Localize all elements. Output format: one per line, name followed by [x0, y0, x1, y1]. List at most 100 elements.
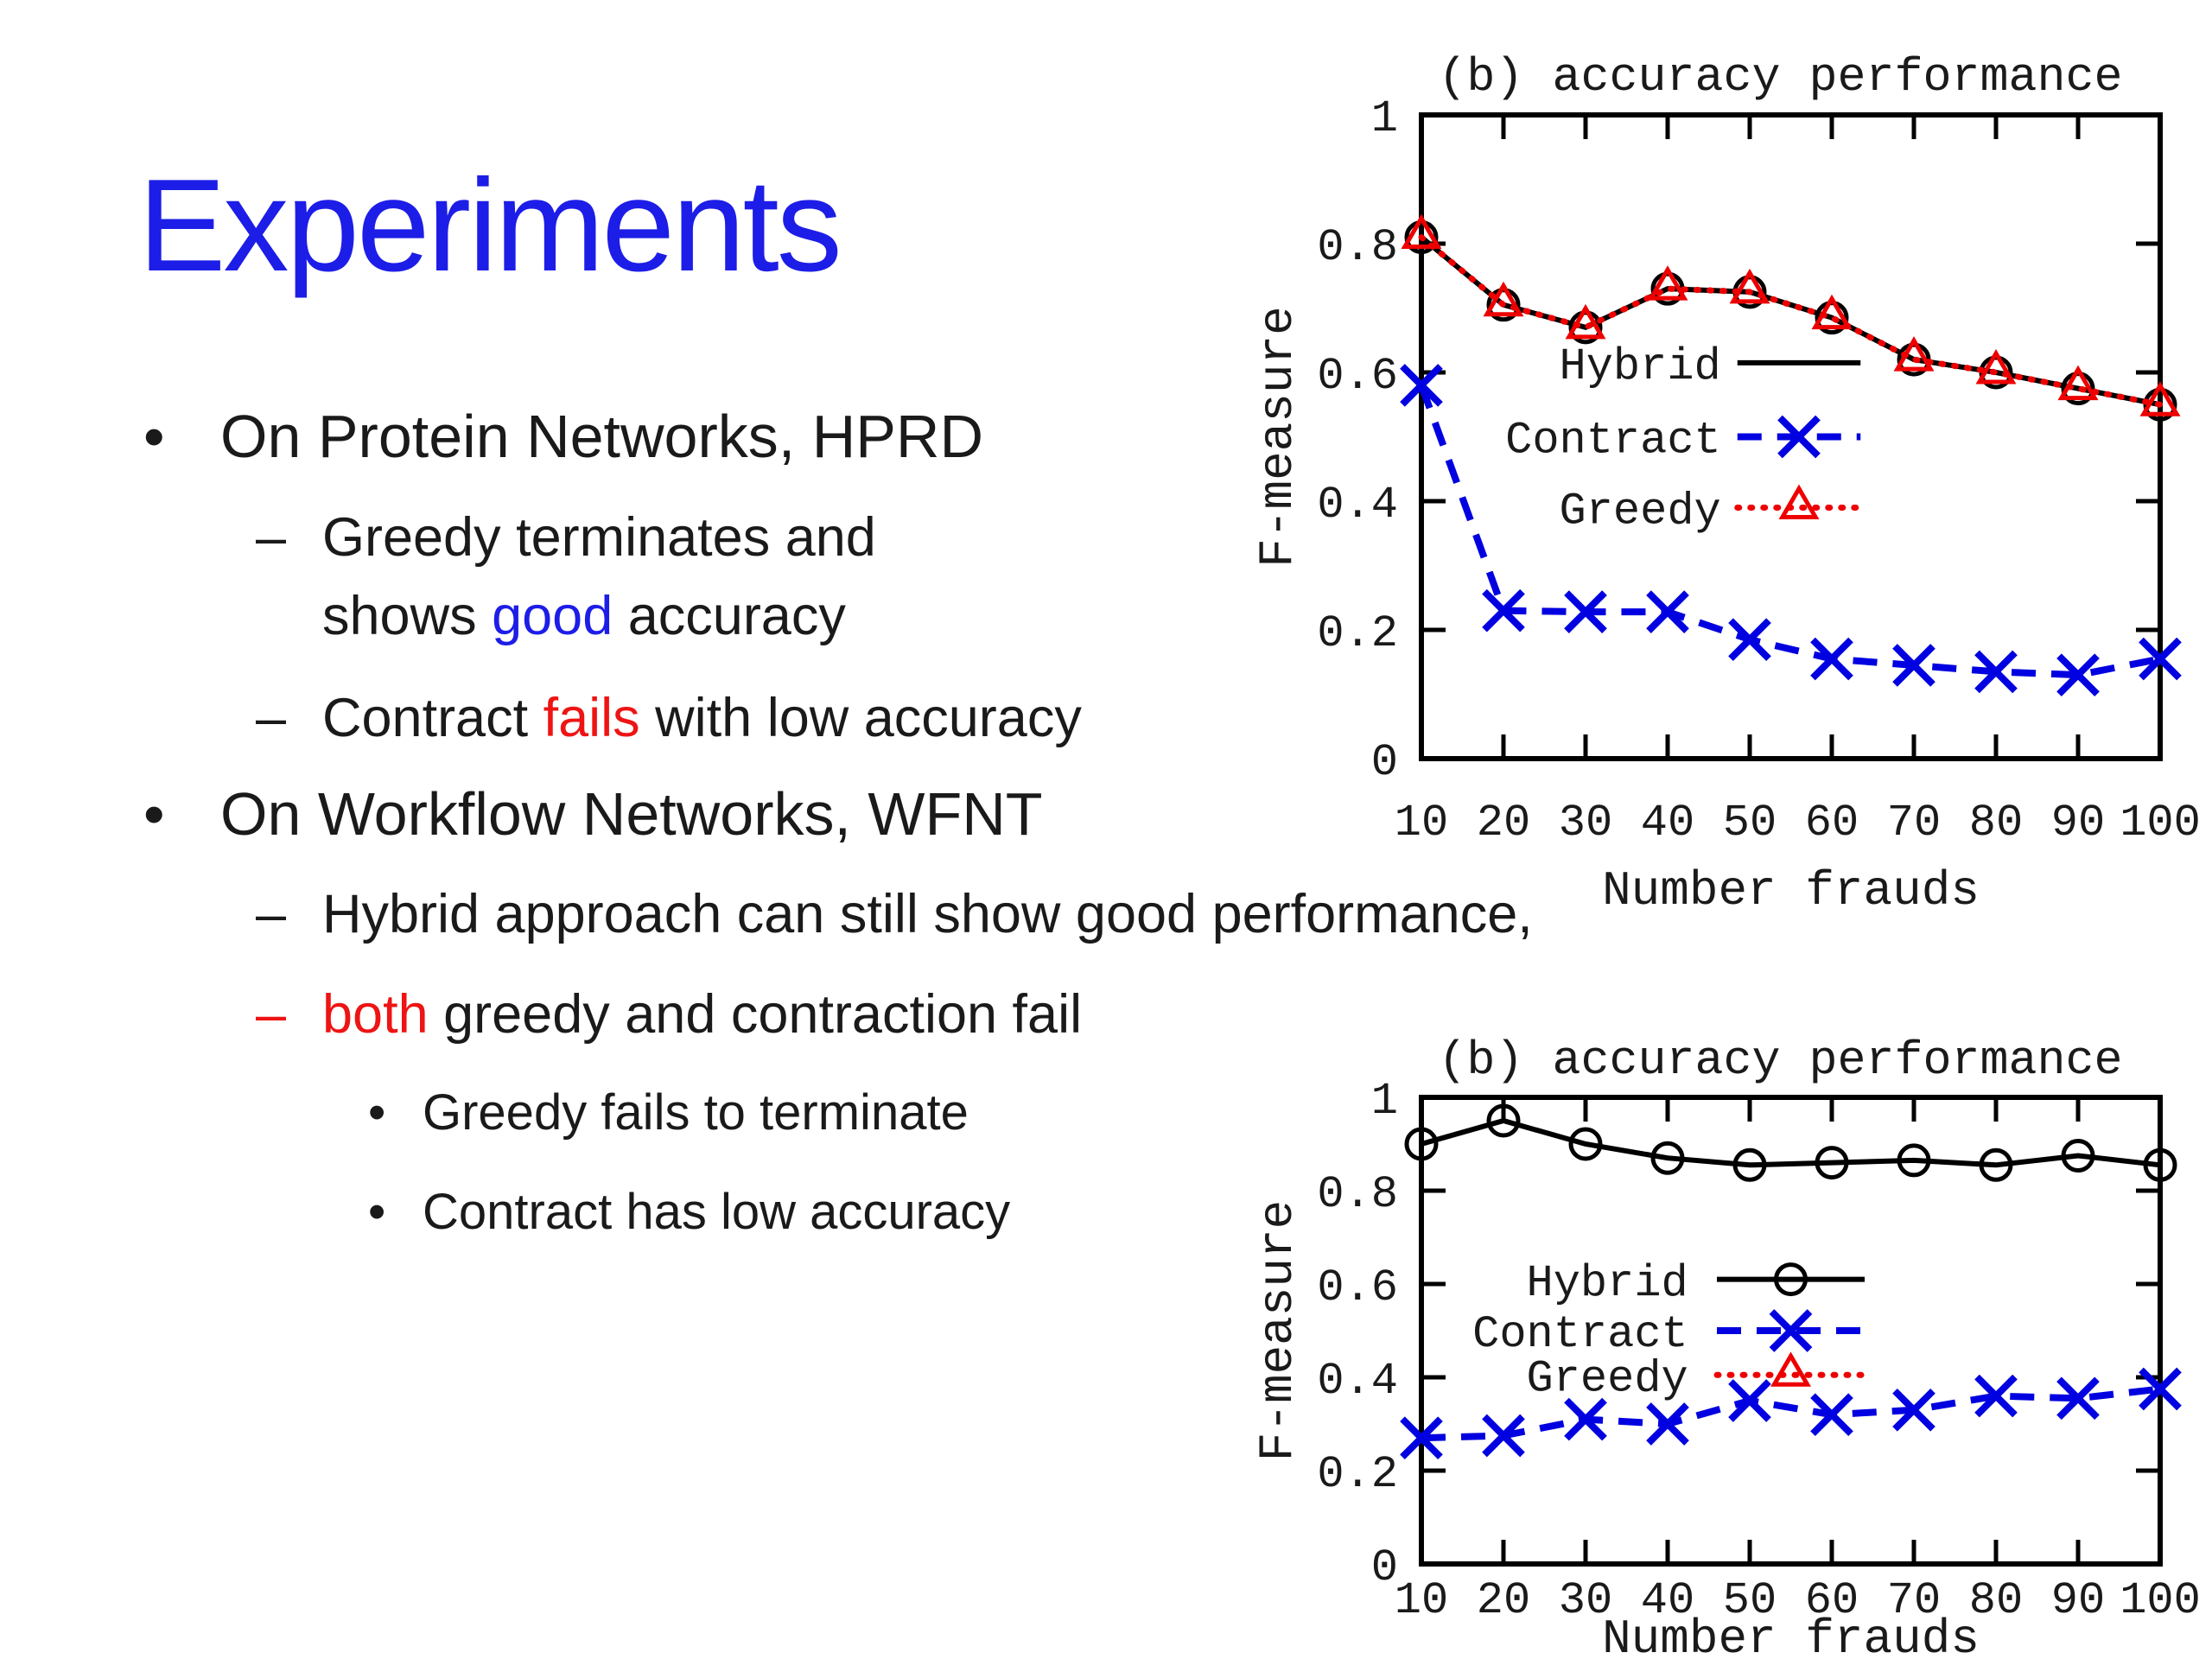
x-tick-label: 90 — [2051, 798, 2105, 849]
bullet-text: Contract has low accuracy — [423, 1183, 1010, 1241]
marker-contract — [1400, 1416, 1443, 1460]
bullet-line: – Greedy terminates and — [0, 506, 2212, 588]
dash-bullet-marker: – — [256, 883, 287, 944]
marker-greedy — [1729, 268, 1770, 304]
plain-text: Hybrid approach can still show good perf… — [322, 883, 1533, 944]
x-tick-label: 10 — [1395, 1575, 1448, 1626]
x-axis-title: Number frauds — [1602, 1611, 1980, 1659]
marker-hybrid — [1650, 1141, 1685, 1175]
marker-contract — [2056, 1376, 2100, 1421]
x-tick-label: 30 — [1559, 798, 1612, 849]
y-tick-label: 0.6 — [1317, 351, 1398, 402]
bullet-line: – Hybrid approach can still show good per… — [0, 883, 2212, 965]
marker-contract — [2139, 1367, 2182, 1411]
bullet-line: – Contract fails with low accuracy — [0, 687, 2212, 769]
marker-contract — [1400, 364, 1443, 407]
legend-label: Hybrid — [1560, 341, 1721, 392]
marker-contract — [1892, 1388, 1936, 1432]
dot-bullet-marker: • — [368, 1084, 386, 1141]
plain-text: Contract — [322, 687, 543, 748]
marker-contract — [1564, 590, 1607, 633]
marker-contract — [1810, 1393, 1853, 1437]
legend-sample-marker — [1778, 484, 1820, 519]
marker-contract — [2056, 653, 2100, 696]
x-tick-label: 50 — [1723, 798, 1777, 849]
marker-contract — [1482, 588, 1525, 632]
marker-greedy — [1893, 336, 1935, 372]
marker-hybrid — [1979, 1147, 2013, 1182]
legend-sample-marker — [1777, 415, 1821, 459]
marker-greedy — [1975, 349, 2017, 385]
bullet-line: • On Protein Networks, HPRD — [0, 402, 2212, 493]
marker-contract — [2139, 637, 2182, 681]
series-line-hybrid — [1421, 1117, 2161, 1168]
bullet-text: Hybrid approach can still show good perf… — [322, 883, 1533, 945]
marker-contract — [1974, 650, 2018, 694]
highlighted-word: good — [492, 585, 613, 646]
y-tick-label: 0.4 — [1317, 1356, 1398, 1407]
marker-contract — [1974, 1374, 2018, 1418]
bullet-line: • Contract has low accuracy — [0, 1183, 2212, 1258]
x-tick-label: 70 — [1887, 1575, 1941, 1626]
marker-hybrid — [1897, 1143, 1931, 1178]
dot-bullet-marker: • — [368, 1183, 386, 1240]
series-line-greedy — [1418, 234, 2164, 408]
x-tick-label: 80 — [1969, 1575, 2023, 1626]
marker-greedy — [1401, 213, 1442, 250]
marker-hybrid — [2143, 1147, 2177, 1182]
plain-text: shows — [322, 585, 493, 646]
x-tick-label: 60 — [1805, 798, 1859, 849]
marker-contract — [1646, 1402, 1689, 1446]
y-tick-label: 0.2 — [1317, 608, 1398, 659]
x-tick-label: 30 — [1559, 1575, 1612, 1626]
series-line-hybrid — [1420, 235, 2161, 408]
x-tick-label: 40 — [1641, 798, 1694, 849]
y-tick-label: 0.8 — [1317, 1169, 1398, 1220]
legend-sample-marker — [1769, 1309, 1813, 1352]
y-tick-label: 0.4 — [1317, 480, 1398, 531]
y-tick-label: 1 — [1371, 93, 1398, 144]
bullet-line: • On Workflow Networks, WFNT — [0, 779, 2212, 870]
marker-greedy — [1483, 281, 1524, 317]
plain-text: On Workflow Networks, WFNT — [220, 779, 1043, 848]
legend-label: Greedy — [1560, 486, 1721, 537]
plain-text: greedy and contraction fail — [428, 983, 1083, 1045]
x-tick-label: 60 — [1805, 1575, 1859, 1626]
marker-contract — [1728, 1379, 1771, 1422]
chart-title: (b) accuracy performance — [1438, 1033, 2122, 1088]
y-tick-label: 1 — [1371, 1076, 1398, 1127]
y-axis-title: F-measure — [1250, 1200, 1306, 1461]
legend-label: Contract — [1505, 416, 1721, 467]
marker-hybrid — [1404, 220, 1439, 255]
x-tick-label: 20 — [1477, 1575, 1530, 1626]
dash-bullet-marker: – — [256, 983, 287, 1045]
x-tick-label: 20 — [1477, 798, 1530, 849]
legend-label: Greedy — [1527, 1354, 1688, 1405]
plain-text: Contract has low accuracy — [423, 1183, 1011, 1240]
dot-bullet-marker: • — [143, 402, 165, 470]
marker-greedy — [1647, 265, 1688, 301]
marker-contract — [1810, 637, 1853, 681]
series-line-contract — [1421, 1385, 2161, 1442]
bullet-text: On Workflow Networks, WFNT — [220, 779, 1043, 849]
y-tick-label: 0.6 — [1317, 1262, 1398, 1313]
x-tick-label: 80 — [1969, 798, 2023, 849]
marker-hybrid — [1568, 310, 1603, 345]
bullet-text: Contract fails with low accuracy — [322, 687, 1082, 749]
plain-text: Greedy fails to terminate — [423, 1084, 969, 1141]
y-tick-label: 0 — [1371, 737, 1398, 788]
legend-sample-marker — [1770, 1351, 1811, 1387]
marker-hybrid — [1732, 1147, 1767, 1182]
marker-hybrid — [2061, 372, 2095, 406]
marker-greedy — [1565, 303, 1606, 340]
x-tick-label: 100 — [2120, 798, 2201, 849]
x-tick-label: 10 — [1395, 798, 1448, 849]
y-tick-label: 0.8 — [1317, 222, 1398, 273]
y-tick-label: 0.2 — [1317, 1449, 1398, 1500]
marker-hybrid — [1486, 1103, 1521, 1138]
marker-contract — [1892, 644, 1936, 687]
plain-text: Greedy terminates and — [322, 506, 876, 568]
bullet-text: On Protein Networks, HPRD — [220, 402, 983, 471]
